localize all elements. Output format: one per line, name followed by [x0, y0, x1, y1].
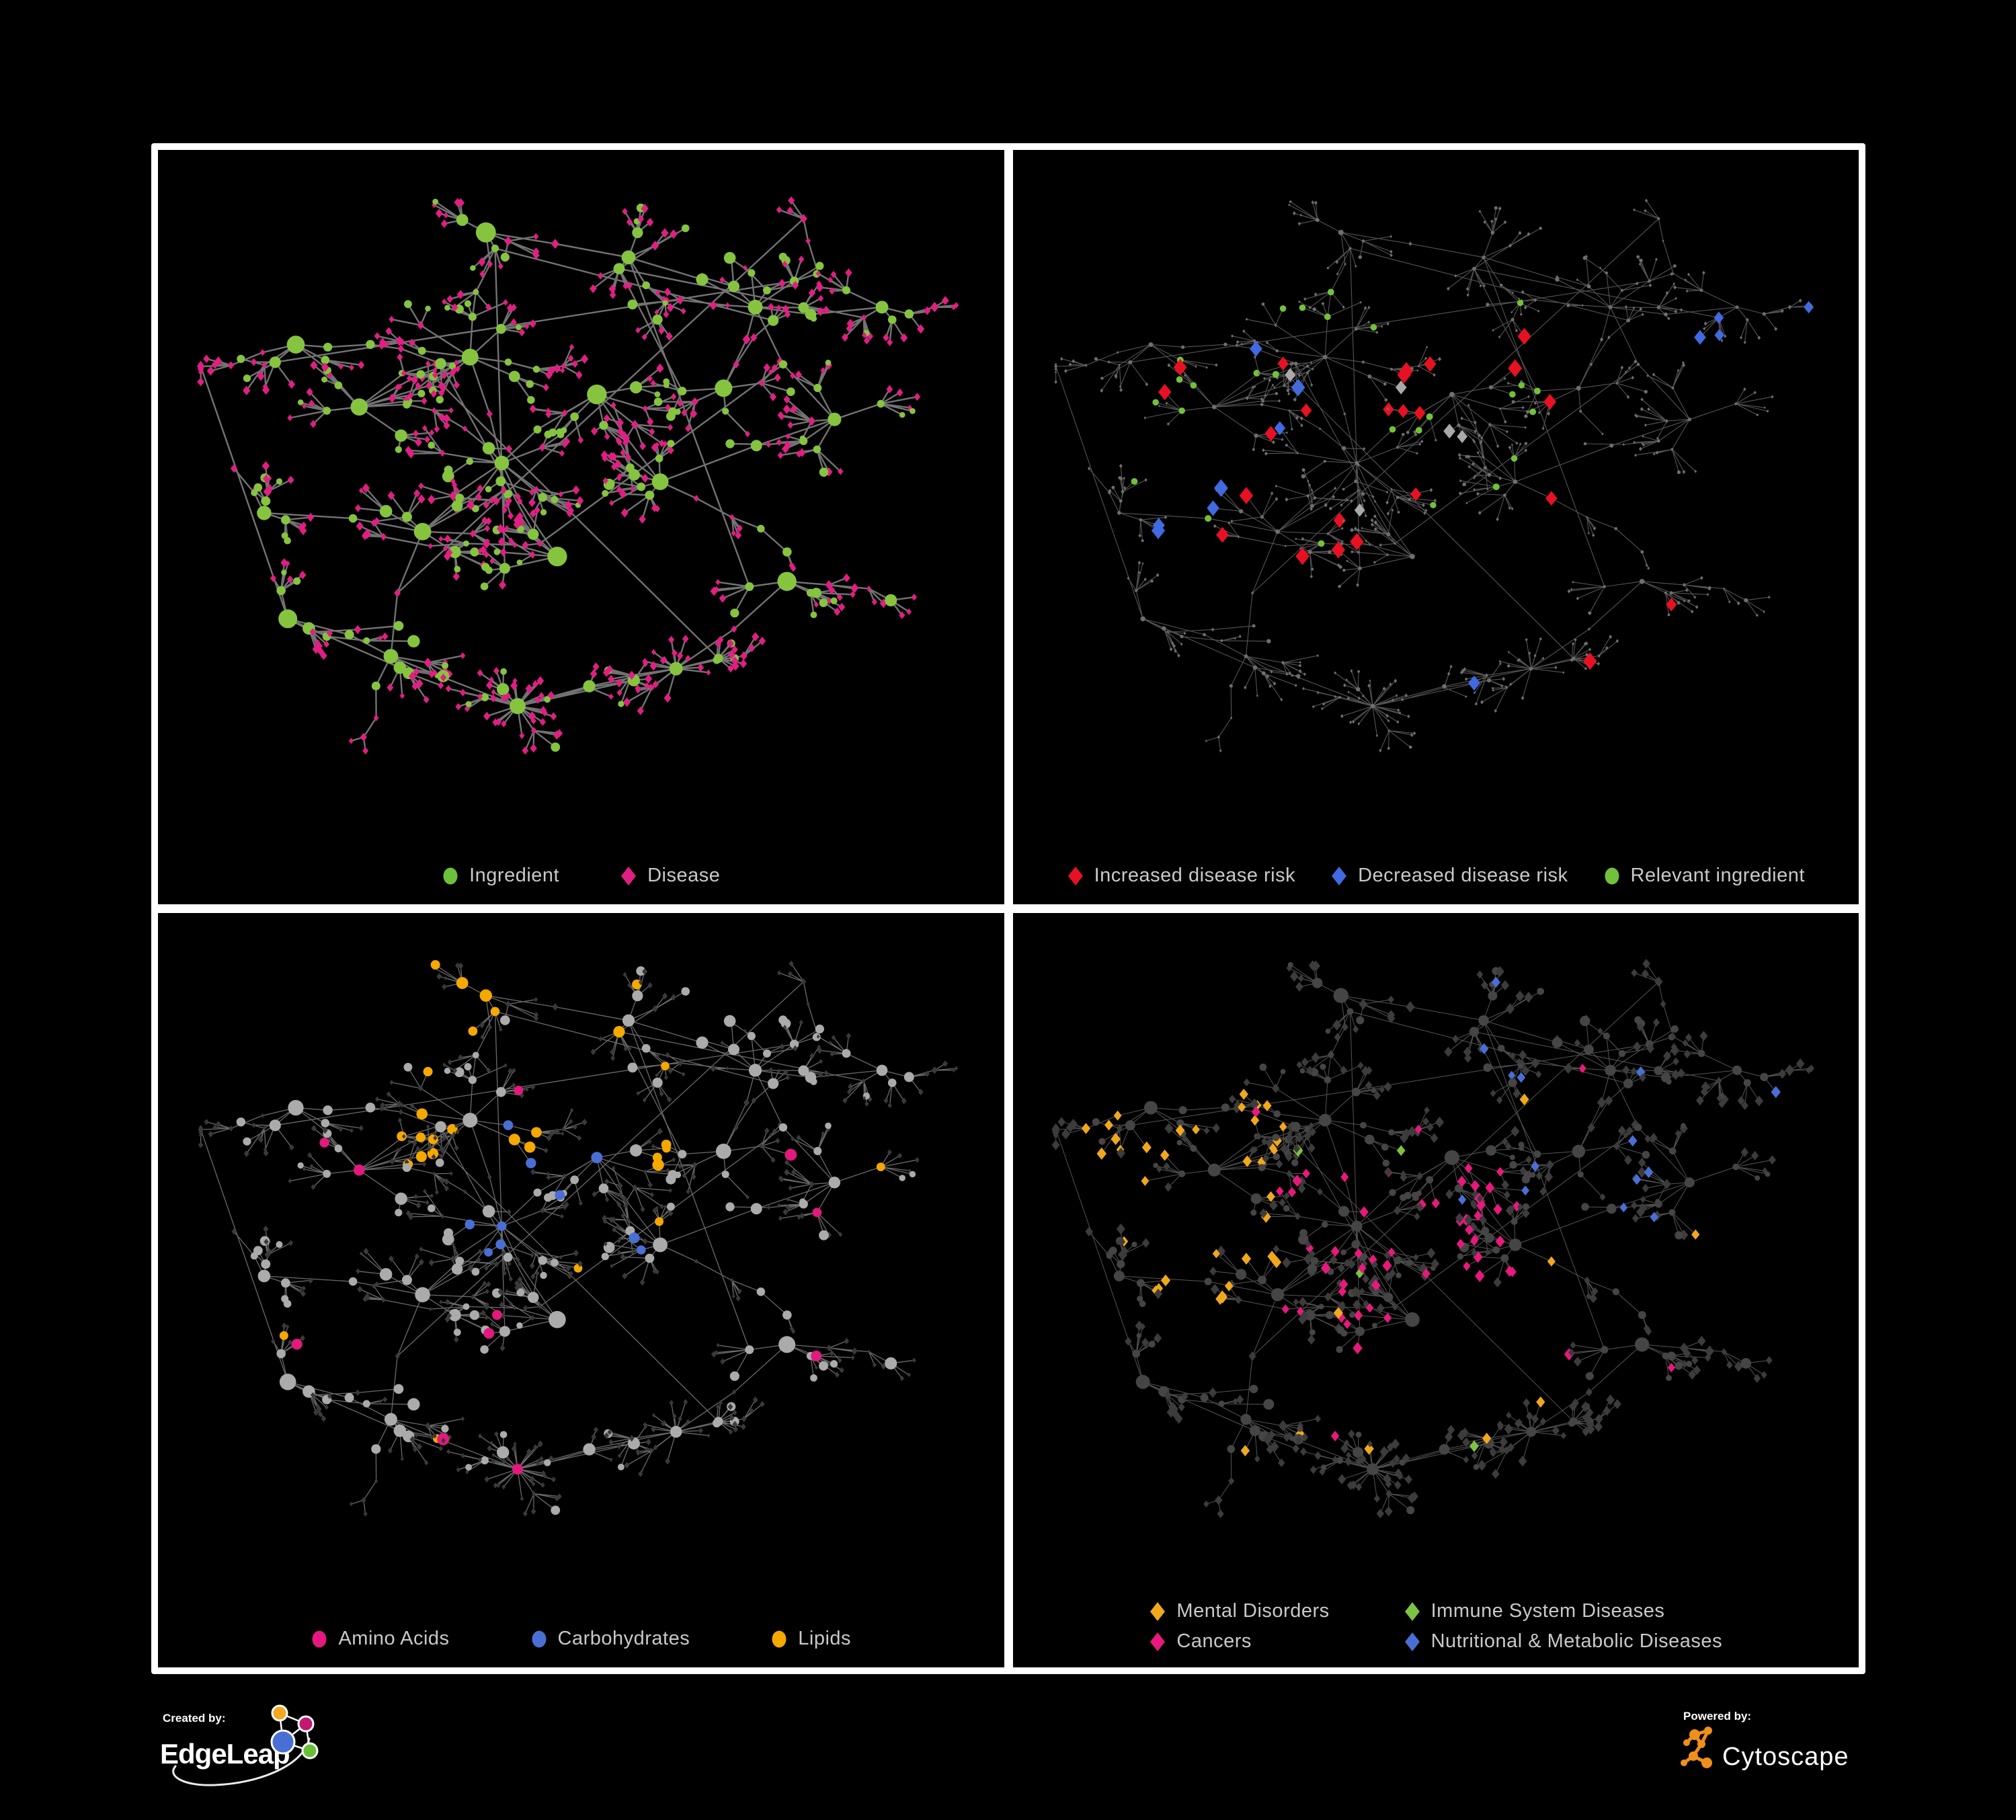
diamond-marker-icon — [1404, 1632, 1421, 1652]
panel-disease-risk: Increased disease risk Decreased disease … — [1012, 150, 1859, 904]
legend-label: Cancers — [1176, 1630, 1252, 1652]
legend-label: Increased disease risk — [1094, 865, 1296, 886]
legend-item-mental-disorders: Mental Disorders — [1149, 1600, 1329, 1622]
network-graph-disease-categories — [1051, 959, 1814, 1519]
edgeleap-swoosh — [172, 1737, 311, 1786]
circle-marker-icon — [311, 1629, 328, 1649]
legend-label: Mental Disorders — [1176, 1600, 1330, 1622]
network-graph-disease-risk — [1053, 198, 1814, 752]
network-graph-nutrient-categories — [198, 960, 959, 1517]
diamond-marker-icon — [1330, 866, 1348, 886]
cytoscape-network-icon — [1681, 1727, 1712, 1768]
legend-item-increased-disease-risk: Increased disease risk — [1067, 865, 1296, 887]
legend-label: Ingredient — [469, 865, 560, 886]
legend-label: Decreased disease risk — [1358, 865, 1568, 886]
cytoscape-wordmark: Cytoscape — [1722, 1743, 1849, 1771]
legend-label: Relevant ingredient — [1630, 865, 1805, 886]
legend-label: Carbohydrates — [557, 1628, 690, 1649]
legend-label: Immune System Diseases — [1430, 1600, 1665, 1622]
edgeleap-wordmark: EdgeLeap — [160, 1738, 290, 1770]
legend-item-decreased-disease-risk: Decreased disease risk — [1330, 865, 1568, 887]
legend-item-cancers: Cancers — [1149, 1630, 1329, 1653]
created-by-label: Created by: — [163, 1712, 226, 1725]
circle-marker-icon — [1603, 866, 1621, 886]
legend-disease-categories: Mental Disorders Immune System Diseases Ca… — [1013, 1600, 1859, 1653]
legend-label: Amino Acids — [338, 1628, 450, 1649]
powered-by-label: Powered by: — [1683, 1710, 1751, 1723]
legend-item-relevant-ingredient: Relevant ingredient — [1603, 865, 1805, 887]
diamond-marker-icon — [1149, 1632, 1166, 1652]
circle-marker-icon — [530, 1629, 548, 1649]
diamond-marker-icon — [1404, 1601, 1421, 1622]
legend-item-disease: Disease — [620, 865, 720, 887]
cytoscape-logo: Powered by: Cytoscape — [1681, 1710, 1849, 1771]
legend-label: Disease — [647, 865, 721, 886]
legend-item-lipids: Lipids — [770, 1628, 851, 1650]
legend-ingredient-disease: Ingredient Disease — [158, 865, 1004, 887]
legend-item-nutritional-metabolic-diseases: Nutritional & Metabolic Diseases — [1404, 1630, 1722, 1653]
diamond-marker-icon — [620, 866, 637, 886]
legend-nutrient-categories: Amino Acids Carbohydrates Lipids — [158, 1628, 1004, 1650]
legend-item-amino-acids: Amino Acids — [311, 1628, 449, 1650]
panel-nutrient-categories: Amino Acids Carbohydrates Lipids — [158, 913, 1004, 1667]
legend-item-immune-system-diseases: Immune System Diseases — [1404, 1600, 1722, 1622]
diamond-marker-icon — [1149, 1601, 1166, 1622]
legend-disease-risk: Increased disease risk Decreased disease … — [1013, 865, 1859, 887]
edgeleap-network-icon — [270, 1704, 319, 1759]
panel-grid: Ingredient Disease Increased disease risk… — [151, 143, 1865, 1674]
edgeleap-logo: Created by: EdgeLeap — [160, 1704, 319, 1786]
network-graph-ingredient-disease — [196, 196, 959, 755]
circle-marker-icon — [442, 866, 459, 886]
panel-disease-categories: Mental Disorders Immune System Diseases Ca… — [1012, 913, 1859, 1667]
diamond-marker-icon — [1067, 866, 1084, 886]
legend-label: Lipids — [798, 1628, 852, 1649]
legend-item-ingredient: Ingredient — [442, 865, 559, 887]
legend-label: Nutritional & Metabolic Diseases — [1430, 1630, 1723, 1652]
legend-item-carbohydrates: Carbohydrates — [530, 1628, 690, 1650]
circle-marker-icon — [770, 1629, 788, 1649]
panel-ingredient-disease: Ingredient Disease — [158, 150, 1004, 904]
